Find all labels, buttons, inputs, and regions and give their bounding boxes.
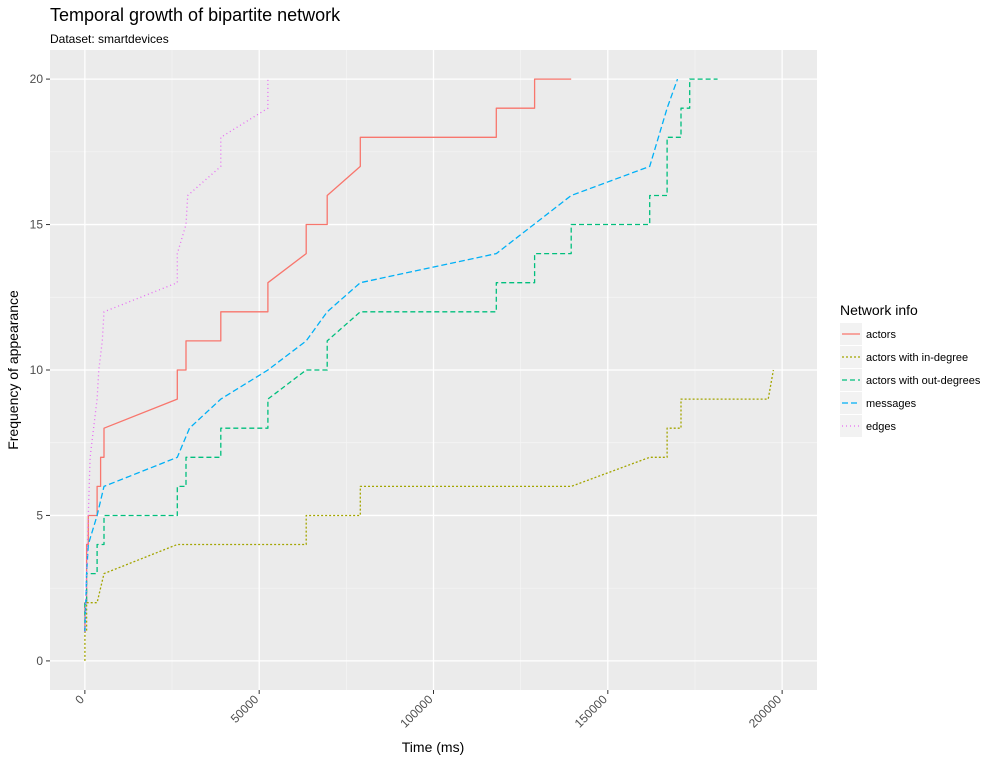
chart-subtitle: Dataset: smartdevices: [50, 32, 169, 46]
x-tick-label: 0: [72, 692, 87, 707]
series-line-actors-with-out-degrees: [84, 78, 718, 632]
x-axis: 0 50000 100000 150000 200000: [72, 690, 784, 730]
series-layer: [84, 78, 775, 661]
series-line-messages: [84, 78, 679, 632]
legend-label: actors: [866, 329, 896, 341]
y-axis: 0 5 10 15 20: [30, 72, 50, 668]
legend: actors actors with in-degree actors with o…: [840, 323, 981, 437]
y-tick-label: 15: [30, 218, 44, 232]
y-tick-label: 10: [30, 363, 44, 377]
series-line-actors-with-in-degree: [84, 369, 775, 661]
chart-title: Temporal growth of bipartite network: [50, 5, 341, 25]
legend-label: actors with out-degrees: [866, 375, 981, 387]
y-axis-title: Frequency of appearance: [5, 290, 21, 450]
legend-label: edges: [866, 421, 896, 433]
x-axis-title: Time (ms): [402, 739, 464, 755]
y-tick-label: 5: [36, 508, 43, 522]
y-tick-label: 0: [36, 654, 43, 668]
legend-title: Network info: [840, 302, 918, 318]
series-line-edges: [84, 79, 269, 632]
x-tick-label: 50000: [228, 692, 262, 726]
legend-label: messages: [866, 398, 917, 410]
grid-major: [50, 50, 817, 690]
x-tick-label: 100000: [397, 692, 435, 730]
legend-label: actors with in-degree: [866, 352, 968, 364]
y-tick-label: 20: [30, 72, 44, 86]
x-tick-label: 200000: [746, 692, 784, 730]
x-tick-label: 150000: [572, 692, 610, 730]
